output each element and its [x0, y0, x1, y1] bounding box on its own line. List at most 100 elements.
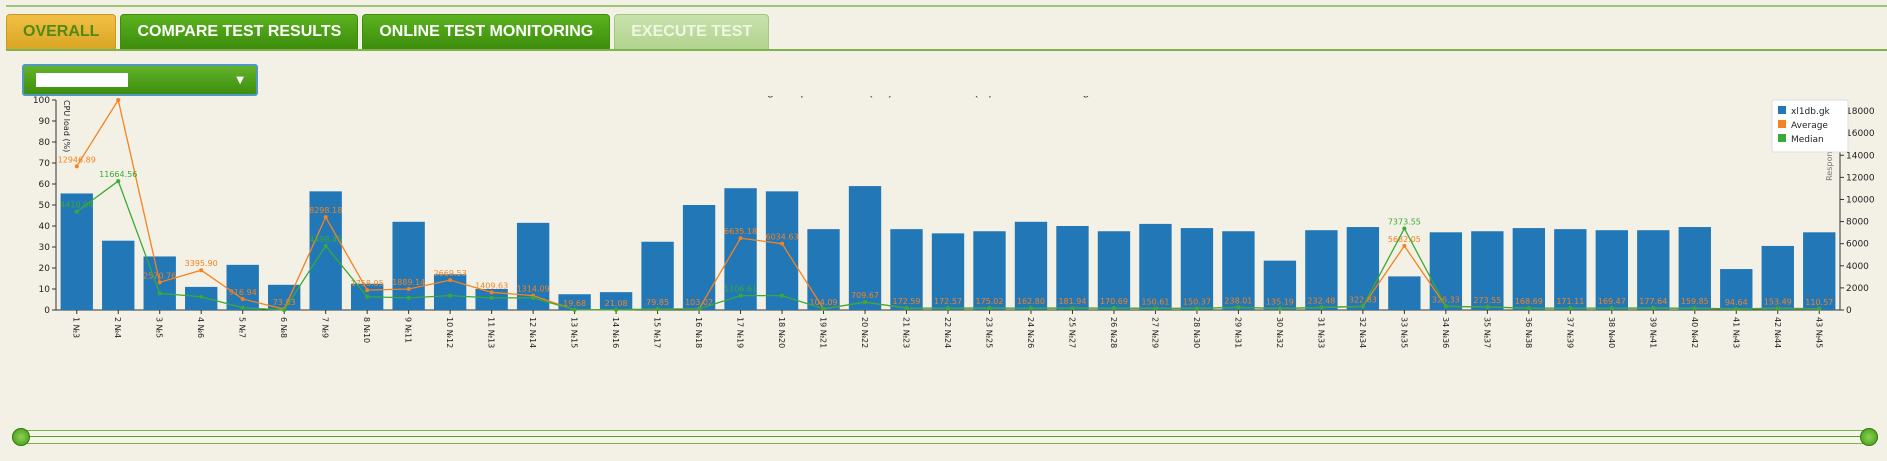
series-point-average — [365, 288, 370, 293]
bar — [1346, 227, 1380, 310]
y-right-tick-label: 0 — [1846, 306, 1852, 316]
tab-execute-test[interactable]: EXECUTE TEST — [614, 14, 770, 49]
x-tick-label: 10 №12 — [445, 317, 454, 348]
data-label-average: 169.47 — [1598, 297, 1626, 306]
y-right-tick-label: 12000 — [1846, 173, 1875, 183]
bar — [1471, 231, 1504, 310]
slider-left-handle[interactable] — [12, 428, 30, 446]
data-label-average: 709.67 — [851, 291, 879, 300]
data-label-average: 171.11 — [1556, 297, 1584, 306]
series-point-median — [1568, 306, 1573, 311]
series-point-median — [157, 291, 162, 296]
data-label-average: 19.68 — [563, 299, 586, 308]
series-point-median — [1402, 226, 1407, 231]
x-tick-label: 9 №11 — [404, 317, 413, 343]
series-point-median — [1153, 306, 1158, 311]
y-left-tick-label: 70 — [39, 159, 51, 169]
data-label-average: 1758.05 — [351, 279, 384, 288]
bar — [558, 294, 591, 310]
bar — [973, 231, 1006, 310]
x-tick-label: 19 №21 — [819, 317, 828, 348]
series-point-median — [1111, 306, 1116, 311]
bar — [1554, 229, 1587, 310]
series-point-median — [323, 243, 328, 248]
series-point-median — [572, 307, 577, 312]
server-select[interactable]: ▼ — [22, 64, 258, 96]
legend-swatch — [1778, 134, 1786, 142]
x-tick-label: 42 №44 — [1773, 317, 1782, 348]
bar — [641, 241, 674, 310]
data-label-average: 170.69 — [1100, 297, 1128, 306]
bar — [1263, 260, 1297, 310]
tab-compare-test-results[interactable]: COMPARE TEST RESULTS — [120, 14, 359, 49]
slider-line — [29, 436, 1861, 437]
y-right-tick-label: 6000 — [1846, 240, 1869, 250]
data-label-average: 1314.09 — [517, 285, 550, 294]
x-tick-label: 27 №29 — [1150, 317, 1159, 348]
y-left-tick-label: 40 — [39, 222, 51, 232]
tab-overall[interactable]: OVERALL — [6, 14, 117, 49]
bar — [392, 221, 425, 310]
data-label-average: 1409.63 — [475, 281, 508, 290]
x-tick-label: 21 №23 — [902, 317, 911, 348]
x-tick-label: 17 №19 — [736, 317, 745, 348]
data-label-median: 7373.55 — [1388, 218, 1421, 227]
bar — [1180, 228, 1214, 310]
data-label-average: 172.57 — [934, 297, 962, 306]
data-label-average: 6635.18 — [724, 227, 757, 236]
series-point-average — [406, 287, 411, 291]
x-tick-label: 26 №28 — [1109, 317, 1118, 348]
slider-right-handle[interactable] — [1860, 428, 1878, 446]
tab-online-test-monitoring[interactable]: ONLINE TEST MONITORING — [362, 14, 611, 49]
data-label-median: 11664.56 — [99, 170, 137, 179]
series-point-median — [1485, 304, 1490, 309]
bar — [1761, 245, 1794, 310]
data-label-average: 150.37 — [1183, 297, 1211, 306]
x-tick-label: 20 №22 — [860, 317, 869, 348]
series-point-median — [1236, 305, 1241, 310]
series-point-median — [655, 307, 660, 312]
legend-swatch — [1778, 120, 1786, 128]
x-tick-label: 12 №14 — [528, 317, 537, 348]
x-tick-label: 24 №26 — [1026, 317, 1035, 348]
series-point-median — [1070, 305, 1075, 310]
series-point-median — [240, 305, 245, 310]
data-label-average: 168.69 — [1515, 297, 1543, 306]
data-label-average: 73.83 — [273, 298, 296, 307]
chevron-down-icon: ▼ — [236, 75, 244, 86]
bar — [890, 229, 923, 310]
x-tick-label: 8 №10 — [362, 317, 371, 343]
top-border — [6, 5, 1887, 7]
legend: xl1db.gk Average Median — [1771, 99, 1849, 153]
data-label-average: 2570.76 — [143, 271, 176, 280]
range-slider[interactable] — [12, 428, 1878, 446]
data-label-median: 1106.61 — [724, 285, 757, 294]
bar — [1512, 228, 1546, 310]
series-point-median — [738, 293, 743, 298]
data-label-average: 103.02 — [685, 298, 713, 307]
x-tick-label: 22 №24 — [943, 317, 952, 348]
y-left-tick-label: 90 — [39, 117, 51, 127]
y-left-tick-label: 10 — [39, 285, 51, 295]
series-point-median — [697, 306, 702, 311]
bar — [1678, 227, 1711, 310]
data-label-average: 326.33 — [1432, 295, 1460, 304]
x-tick-label: 4 №6 — [196, 317, 205, 338]
series-point-median — [74, 209, 79, 214]
series-point-median — [614, 307, 619, 312]
x-tick-label: 37 №39 — [1565, 317, 1574, 348]
data-label-average: 79.85 — [646, 298, 669, 307]
y-left-axis-label: CPU load (%) — [62, 100, 71, 152]
data-label-average: 153.49 — [1764, 297, 1792, 306]
series-point-median — [1360, 304, 1365, 309]
y-left-tick-label: 60 — [39, 180, 51, 190]
bar — [1429, 232, 1463, 310]
y-right-tick-label: 8000 — [1846, 218, 1869, 228]
x-tick-label: 43 №45 — [1814, 317, 1823, 348]
series-point-average — [240, 296, 245, 301]
series-point-average — [738, 236, 743, 241]
series-point-median — [365, 294, 370, 299]
x-tick-label: 29 №31 — [1233, 317, 1242, 348]
y-right-tick-label: 16000 — [1846, 129, 1875, 139]
series-point-median — [199, 294, 204, 299]
